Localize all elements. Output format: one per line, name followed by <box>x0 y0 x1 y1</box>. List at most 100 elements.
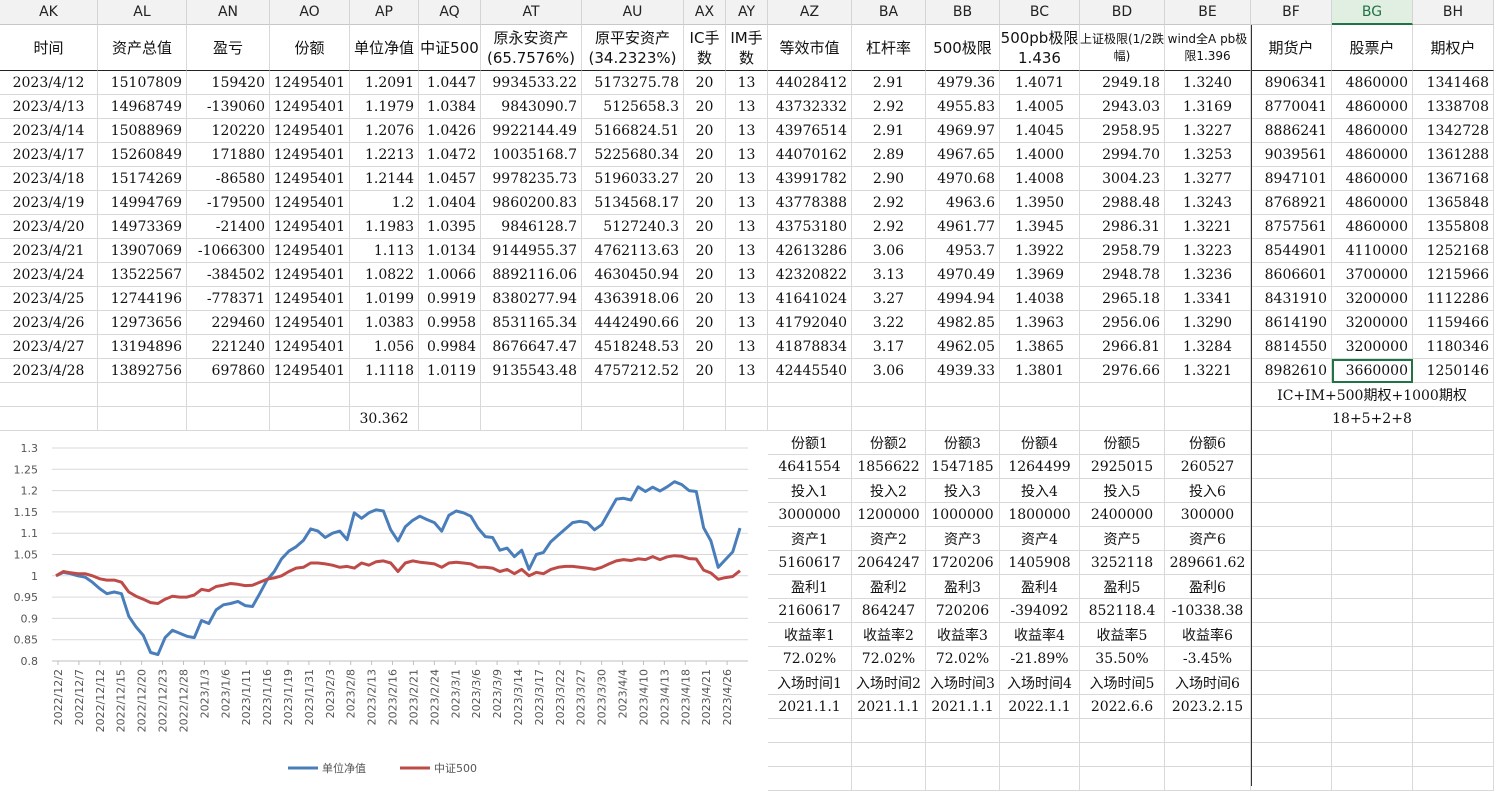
table-cell[interactable]: 8431910 <box>1251 287 1332 311</box>
table-cell[interactable] <box>1251 767 1332 791</box>
table-cell[interactable] <box>270 383 350 407</box>
table-cell[interactable]: 1.3243 <box>1165 191 1251 215</box>
table-cell[interactable]: 1.4045 <box>1000 119 1080 143</box>
table-cell[interactable] <box>1413 623 1494 647</box>
table-cell[interactable]: 4860000 <box>1332 143 1413 167</box>
table-cell[interactable]: 8814550 <box>1251 335 1332 359</box>
table-cell[interactable]: 43778388 <box>768 191 852 215</box>
table-cell[interactable] <box>926 407 1000 431</box>
column-header-al[interactable]: AL <box>98 0 187 25</box>
table-cell[interactable] <box>926 743 1000 767</box>
table-cell[interactable]: 20 <box>684 311 726 335</box>
table-cell[interactable]: 12495401 <box>270 143 350 167</box>
table-cell[interactable]: 8614190 <box>1251 311 1332 335</box>
table-cell[interactable]: 1342728 <box>1413 119 1494 143</box>
header-cell[interactable]: 期权户 <box>1413 25 1494 71</box>
table-cell[interactable]: 4994.94 <box>926 287 1000 311</box>
table-cell[interactable]: 12495401 <box>270 263 350 287</box>
investor-cell[interactable]: 资产6 <box>1165 527 1251 551</box>
column-header-ax[interactable]: AX <box>684 0 726 25</box>
table-cell[interactable] <box>1413 647 1494 671</box>
table-cell[interactable]: 5125658.3 <box>582 95 684 119</box>
table-cell[interactable]: 2023/4/19 <box>0 191 98 215</box>
ap-total[interactable]: 30.362 <box>350 407 419 431</box>
table-cell[interactable]: 1.3277 <box>1165 167 1251 191</box>
investor-cell[interactable]: 份额2 <box>852 431 926 455</box>
table-cell[interactable] <box>726 407 768 431</box>
investor-cell[interactable]: 投入1 <box>768 479 852 503</box>
investor-cell[interactable]: 4641554 <box>768 455 852 479</box>
table-cell[interactable] <box>1332 551 1413 575</box>
table-cell[interactable]: 5225680.34 <box>582 143 684 167</box>
column-header-be[interactable]: BE <box>1165 0 1251 25</box>
table-cell[interactable]: 20 <box>684 143 726 167</box>
table-cell[interactable] <box>1165 719 1251 743</box>
table-cell[interactable]: 9039561 <box>1251 143 1332 167</box>
table-cell[interactable]: 12495401 <box>270 335 350 359</box>
table-cell[interactable] <box>187 407 270 431</box>
table-cell[interactable]: 1.3236 <box>1165 263 1251 287</box>
table-cell[interactable]: 8544901 <box>1251 239 1332 263</box>
header-cell[interactable]: 份额 <box>270 25 350 71</box>
table-cell[interactable] <box>1332 743 1413 767</box>
investor-cell[interactable]: 资产4 <box>1000 527 1080 551</box>
investor-cell[interactable]: 份额5 <box>1080 431 1165 455</box>
header-cell[interactable]: 时间 <box>0 25 98 71</box>
table-cell[interactable] <box>926 719 1000 743</box>
table-cell[interactable]: 2023/4/14 <box>0 119 98 143</box>
table-cell[interactable] <box>1080 383 1165 407</box>
table-cell[interactable] <box>1332 575 1413 599</box>
table-cell[interactable]: 1.0134 <box>419 239 481 263</box>
table-cell[interactable] <box>726 383 768 407</box>
table-cell[interactable] <box>270 407 350 431</box>
table-cell[interactable]: 13 <box>726 359 768 383</box>
table-cell[interactable] <box>0 383 98 407</box>
column-header-bd[interactable]: BD <box>1080 0 1165 25</box>
investor-cell[interactable]: 300000 <box>1165 503 1251 527</box>
table-cell[interactable]: 4860000 <box>1332 95 1413 119</box>
header-cell[interactable]: 500极限 <box>926 25 1000 71</box>
table-cell[interactable] <box>1332 647 1413 671</box>
table-cell[interactable]: 2.92 <box>852 95 926 119</box>
header-cell[interactable]: 单位净值 <box>350 25 419 71</box>
table-cell[interactable]: 1.3950 <box>1000 191 1080 215</box>
column-header-ap[interactable]: AP <box>350 0 419 25</box>
table-cell[interactable]: 3.27 <box>852 287 926 311</box>
table-cell[interactable]: 1.0447 <box>419 71 481 95</box>
table-cell[interactable]: 1.1979 <box>350 95 419 119</box>
table-cell[interactable] <box>1413 479 1494 503</box>
table-cell[interactable] <box>1000 767 1080 791</box>
investor-cell[interactable]: 1800000 <box>1000 503 1080 527</box>
table-cell[interactable] <box>1080 767 1165 791</box>
table-cell[interactable]: 14968749 <box>98 95 187 119</box>
table-cell[interactable]: -778371 <box>187 287 270 311</box>
table-cell[interactable] <box>1251 431 1332 455</box>
header-cell[interactable]: 资产总值 <box>98 25 187 71</box>
table-cell[interactable]: 2976.66 <box>1080 359 1165 383</box>
table-cell[interactable]: -21400 <box>187 215 270 239</box>
investor-cell[interactable]: 投入4 <box>1000 479 1080 503</box>
table-cell[interactable]: 41641024 <box>768 287 852 311</box>
investor-cell[interactable]: -3.45% <box>1165 647 1251 671</box>
table-cell[interactable]: 1.2091 <box>350 71 419 95</box>
table-cell[interactable] <box>1413 431 1494 455</box>
header-cell[interactable]: 等效市值 <box>768 25 852 71</box>
table-cell[interactable] <box>768 719 852 743</box>
investor-cell[interactable]: 1000000 <box>926 503 1000 527</box>
investor-cell[interactable]: 收益率6 <box>1165 623 1251 647</box>
table-cell[interactable]: 20 <box>684 95 726 119</box>
table-cell[interactable]: 1.0384 <box>419 95 481 119</box>
table-cell[interactable]: 12744196 <box>98 287 187 311</box>
investor-cell[interactable]: 852118.4 <box>1080 599 1165 623</box>
table-cell[interactable] <box>1413 575 1494 599</box>
header-cell[interactable]: 股票户 <box>1332 25 1413 71</box>
table-cell[interactable]: 12495401 <box>270 359 350 383</box>
table-cell[interactable] <box>350 383 419 407</box>
header-cell[interactable]: 原平安资产(34.2323%) <box>582 25 684 71</box>
header-cell[interactable]: 500pb极限1.436 <box>1000 25 1080 71</box>
table-cell[interactable]: 15174269 <box>98 167 187 191</box>
table-cell[interactable] <box>1332 503 1413 527</box>
table-cell[interactable]: 42445540 <box>768 359 852 383</box>
table-cell[interactable]: -179500 <box>187 191 270 215</box>
investor-cell[interactable]: 2021.1.1 <box>926 695 1000 719</box>
